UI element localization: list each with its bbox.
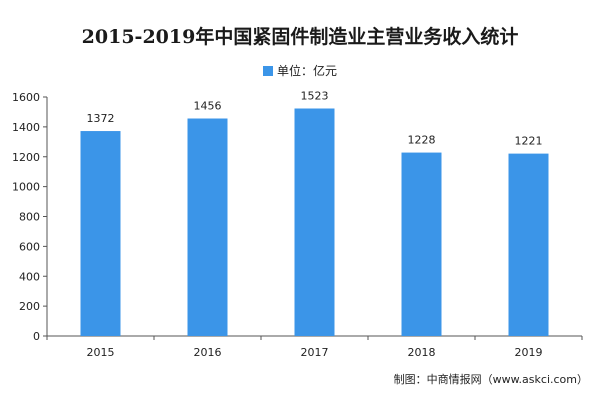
x-tick-label-2018: 2018 [408,346,436,359]
legend-label: 单位：亿元 [276,64,337,78]
data-labels: 1372 1456 1523 1228 1221 [87,90,543,148]
y-tick-label: 400 [19,270,40,283]
bar-2017 [294,108,335,336]
legend-swatch [262,66,273,76]
y-tick-label: 0 [33,330,40,343]
x-tick-label-2017: 2017 [301,346,329,359]
bar-2015 [80,131,121,336]
y-tick-label: 600 [19,240,40,253]
data-label-2017: 1523 [301,90,329,103]
y-tick-label: 800 [19,211,40,224]
chart-legend: 单位：亿元 [0,62,600,79]
x-axis: 2015 2016 2017 2018 2019 [46,335,583,359]
bar-2018 [401,152,442,336]
chart-title: 2015-2019年中国紧固件制造业主营业务收入统计 [81,26,519,48]
y-tick-label: 1600 [12,91,40,104]
bars [80,108,549,336]
y-tick-label: 1200 [12,151,40,164]
y-tick-label: 200 [19,300,40,313]
x-tick-label-2016: 2016 [194,346,222,359]
bar-2019 [508,153,549,336]
bar-2016 [187,118,228,336]
x-tick-label-2019: 2019 [515,346,543,359]
x-tick-label-2015: 2015 [87,346,115,359]
data-label-2016: 1456 [194,100,222,113]
data-label-2015: 1372 [87,112,115,125]
source-credit: 制图：中商情报网（www.askci.com） [393,373,588,386]
y-tick-label: 1000 [12,181,40,194]
data-label-2019: 1221 [515,135,543,148]
data-label-2018: 1228 [408,134,436,147]
y-axis: 0 200 400 600 800 1000 1200 1400 1600 [12,91,48,343]
y-tick-label: 1400 [12,121,40,134]
